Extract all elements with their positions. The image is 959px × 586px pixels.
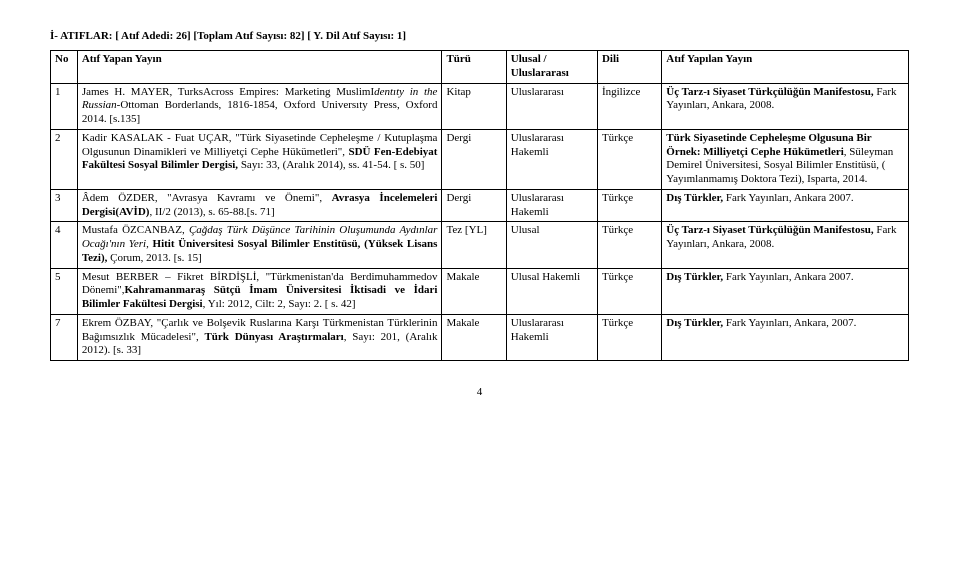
table-header-row: No Atıf Yapan Yayın Türü Ulusal / Ulusla… [51,51,909,84]
cell-scope: Uluslararası Hakemli [506,314,597,360]
cell-lang: Türkçe [597,129,661,189]
cell-lang: Türkçe [597,222,661,268]
col-header-pub: Atıf Yapan Yayın [77,51,442,84]
cell-pub: James H. MAYER, TurksAcross Empires: Mar… [77,83,442,129]
cell-scope: Ulusal [506,222,597,268]
cell-lang: İngilizce [597,83,661,129]
cell-pub: Ekrem ÖZBAY, "Çarlık ve Bolşevik Rusları… [77,314,442,360]
cell-type: Kitap [442,83,506,129]
col-header-type: Türü [442,51,506,84]
cell-scope: Uluslararası [506,83,597,129]
table-row: 7Ekrem ÖZBAY, "Çarlık ve Bolşevik Ruslar… [51,314,909,360]
cell-no: 5 [51,268,78,314]
cell-cited: Dış Türkler, Fark Yayınları, Ankara, 200… [662,314,909,360]
cell-cited: Üç Tarz-ı Siyaset Türkçülüğün Manifestos… [662,83,909,129]
cell-pub: Âdem ÖZDER, "Avrasya Kavramı ve Önemi", … [77,189,442,222]
cell-type: Dergi [442,189,506,222]
cell-cited: Dış Türkler, Fark Yayınları, Ankara 2007… [662,268,909,314]
cell-scope: Ulusal Hakemli [506,268,597,314]
cell-pub: Mustafa ÖZCANBAZ, Çağdaş Türk Düşünce Ta… [77,222,442,268]
cell-no: 7 [51,314,78,360]
table-row: 5Mesut BERBER – Fikret BİRDİŞLİ, "Türkme… [51,268,909,314]
cell-scope: Uluslararası Hakemli [506,129,597,189]
col-header-cited: Atıf Yapılan Yayın [662,51,909,84]
cell-no: 4 [51,222,78,268]
table-row: 4Mustafa ÖZCANBAZ, Çağdaş Türk Düşünce T… [51,222,909,268]
cell-lang: Türkçe [597,189,661,222]
cell-type: Tez [YL] [442,222,506,268]
section-header: İ- ATIFLAR: [ Atıf Adedi: 26] [Toplam At… [50,30,909,42]
cell-type: Makale [442,268,506,314]
cell-no: 1 [51,83,78,129]
cell-pub: Kadir KASALAK - Fuat UÇAR, "Türk Siyaset… [77,129,442,189]
col-header-scope: Ulusal / Uluslararası [506,51,597,84]
table-row: 3Âdem ÖZDER, "Avrasya Kavramı ve Önemi",… [51,189,909,222]
col-header-no: No [51,51,78,84]
page-number: 4 [50,386,909,398]
table-row: 1James H. MAYER, TurksAcross Empires: Ma… [51,83,909,129]
cell-cited: Türk Siyasetinde Cepheleşme Olgusuna Bir… [662,129,909,189]
table-row: 2Kadir KASALAK - Fuat UÇAR, "Türk Siyase… [51,129,909,189]
cell-lang: Türkçe [597,268,661,314]
cell-scope: Uluslararası Hakemli [506,189,597,222]
cell-pub: Mesut BERBER – Fikret BİRDİŞLİ, "Türkmen… [77,268,442,314]
cell-no: 2 [51,129,78,189]
citations-table: No Atıf Yapan Yayın Türü Ulusal / Ulusla… [50,50,909,361]
col-header-lang: Dili [597,51,661,84]
cell-type: Dergi [442,129,506,189]
cell-lang: Türkçe [597,314,661,360]
cell-no: 3 [51,189,78,222]
cell-type: Makale [442,314,506,360]
cell-cited: Üç Tarz-ı Siyaset Türkçülüğün Manifestos… [662,222,909,268]
cell-cited: Dış Türkler, Fark Yayınları, Ankara 2007… [662,189,909,222]
